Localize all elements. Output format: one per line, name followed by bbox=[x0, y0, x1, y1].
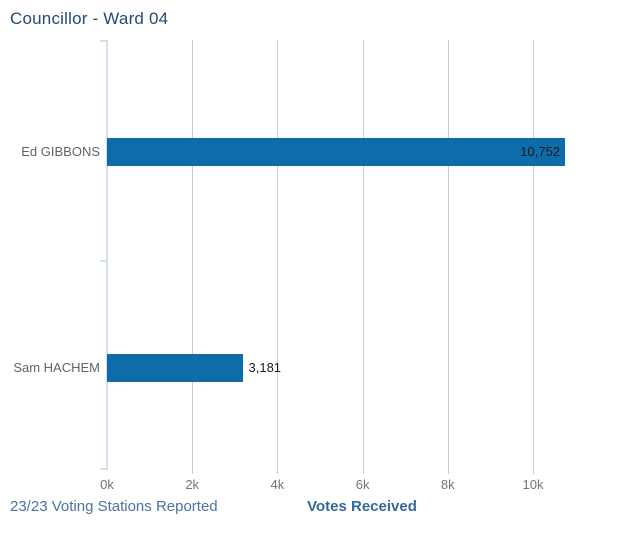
x-tick-label-2k: 2k bbox=[185, 477, 200, 492]
x-tick-label-4k: 4k bbox=[270, 477, 285, 492]
category-label: Sam HACHEM bbox=[13, 360, 100, 375]
x-axis-title: Votes Received bbox=[307, 498, 417, 515]
x-tick-label-10k: 10k bbox=[522, 477, 544, 492]
y-axis-line bbox=[106, 40, 108, 470]
voting-stations-status: 23/23 Voting Stations Reported bbox=[10, 498, 218, 515]
chart-title: Councillor - Ward 04 bbox=[10, 9, 169, 28]
x-tick-label-8k: 8k bbox=[440, 477, 455, 492]
y-axis-tick-1 bbox=[100, 260, 107, 262]
x-tick-label-0k: 0k bbox=[100, 477, 114, 492]
bar bbox=[107, 354, 243, 382]
bar-value-label: 10,752 bbox=[520, 144, 561, 159]
bar bbox=[107, 138, 566, 166]
category-label: Ed GIBBONS bbox=[21, 144, 100, 159]
gridline-2k bbox=[192, 40, 194, 474]
gridline-10k bbox=[533, 40, 534, 474]
x-tick-label-6k: 6k bbox=[355, 477, 370, 492]
bar-value-label: 3,181 bbox=[248, 360, 282, 375]
y-axis-tick-2 bbox=[100, 468, 107, 470]
gridline-4k bbox=[277, 40, 279, 474]
y-axis-tick-0 bbox=[100, 40, 107, 42]
gridline-8k bbox=[447, 40, 449, 474]
gridline-6k bbox=[362, 40, 364, 474]
